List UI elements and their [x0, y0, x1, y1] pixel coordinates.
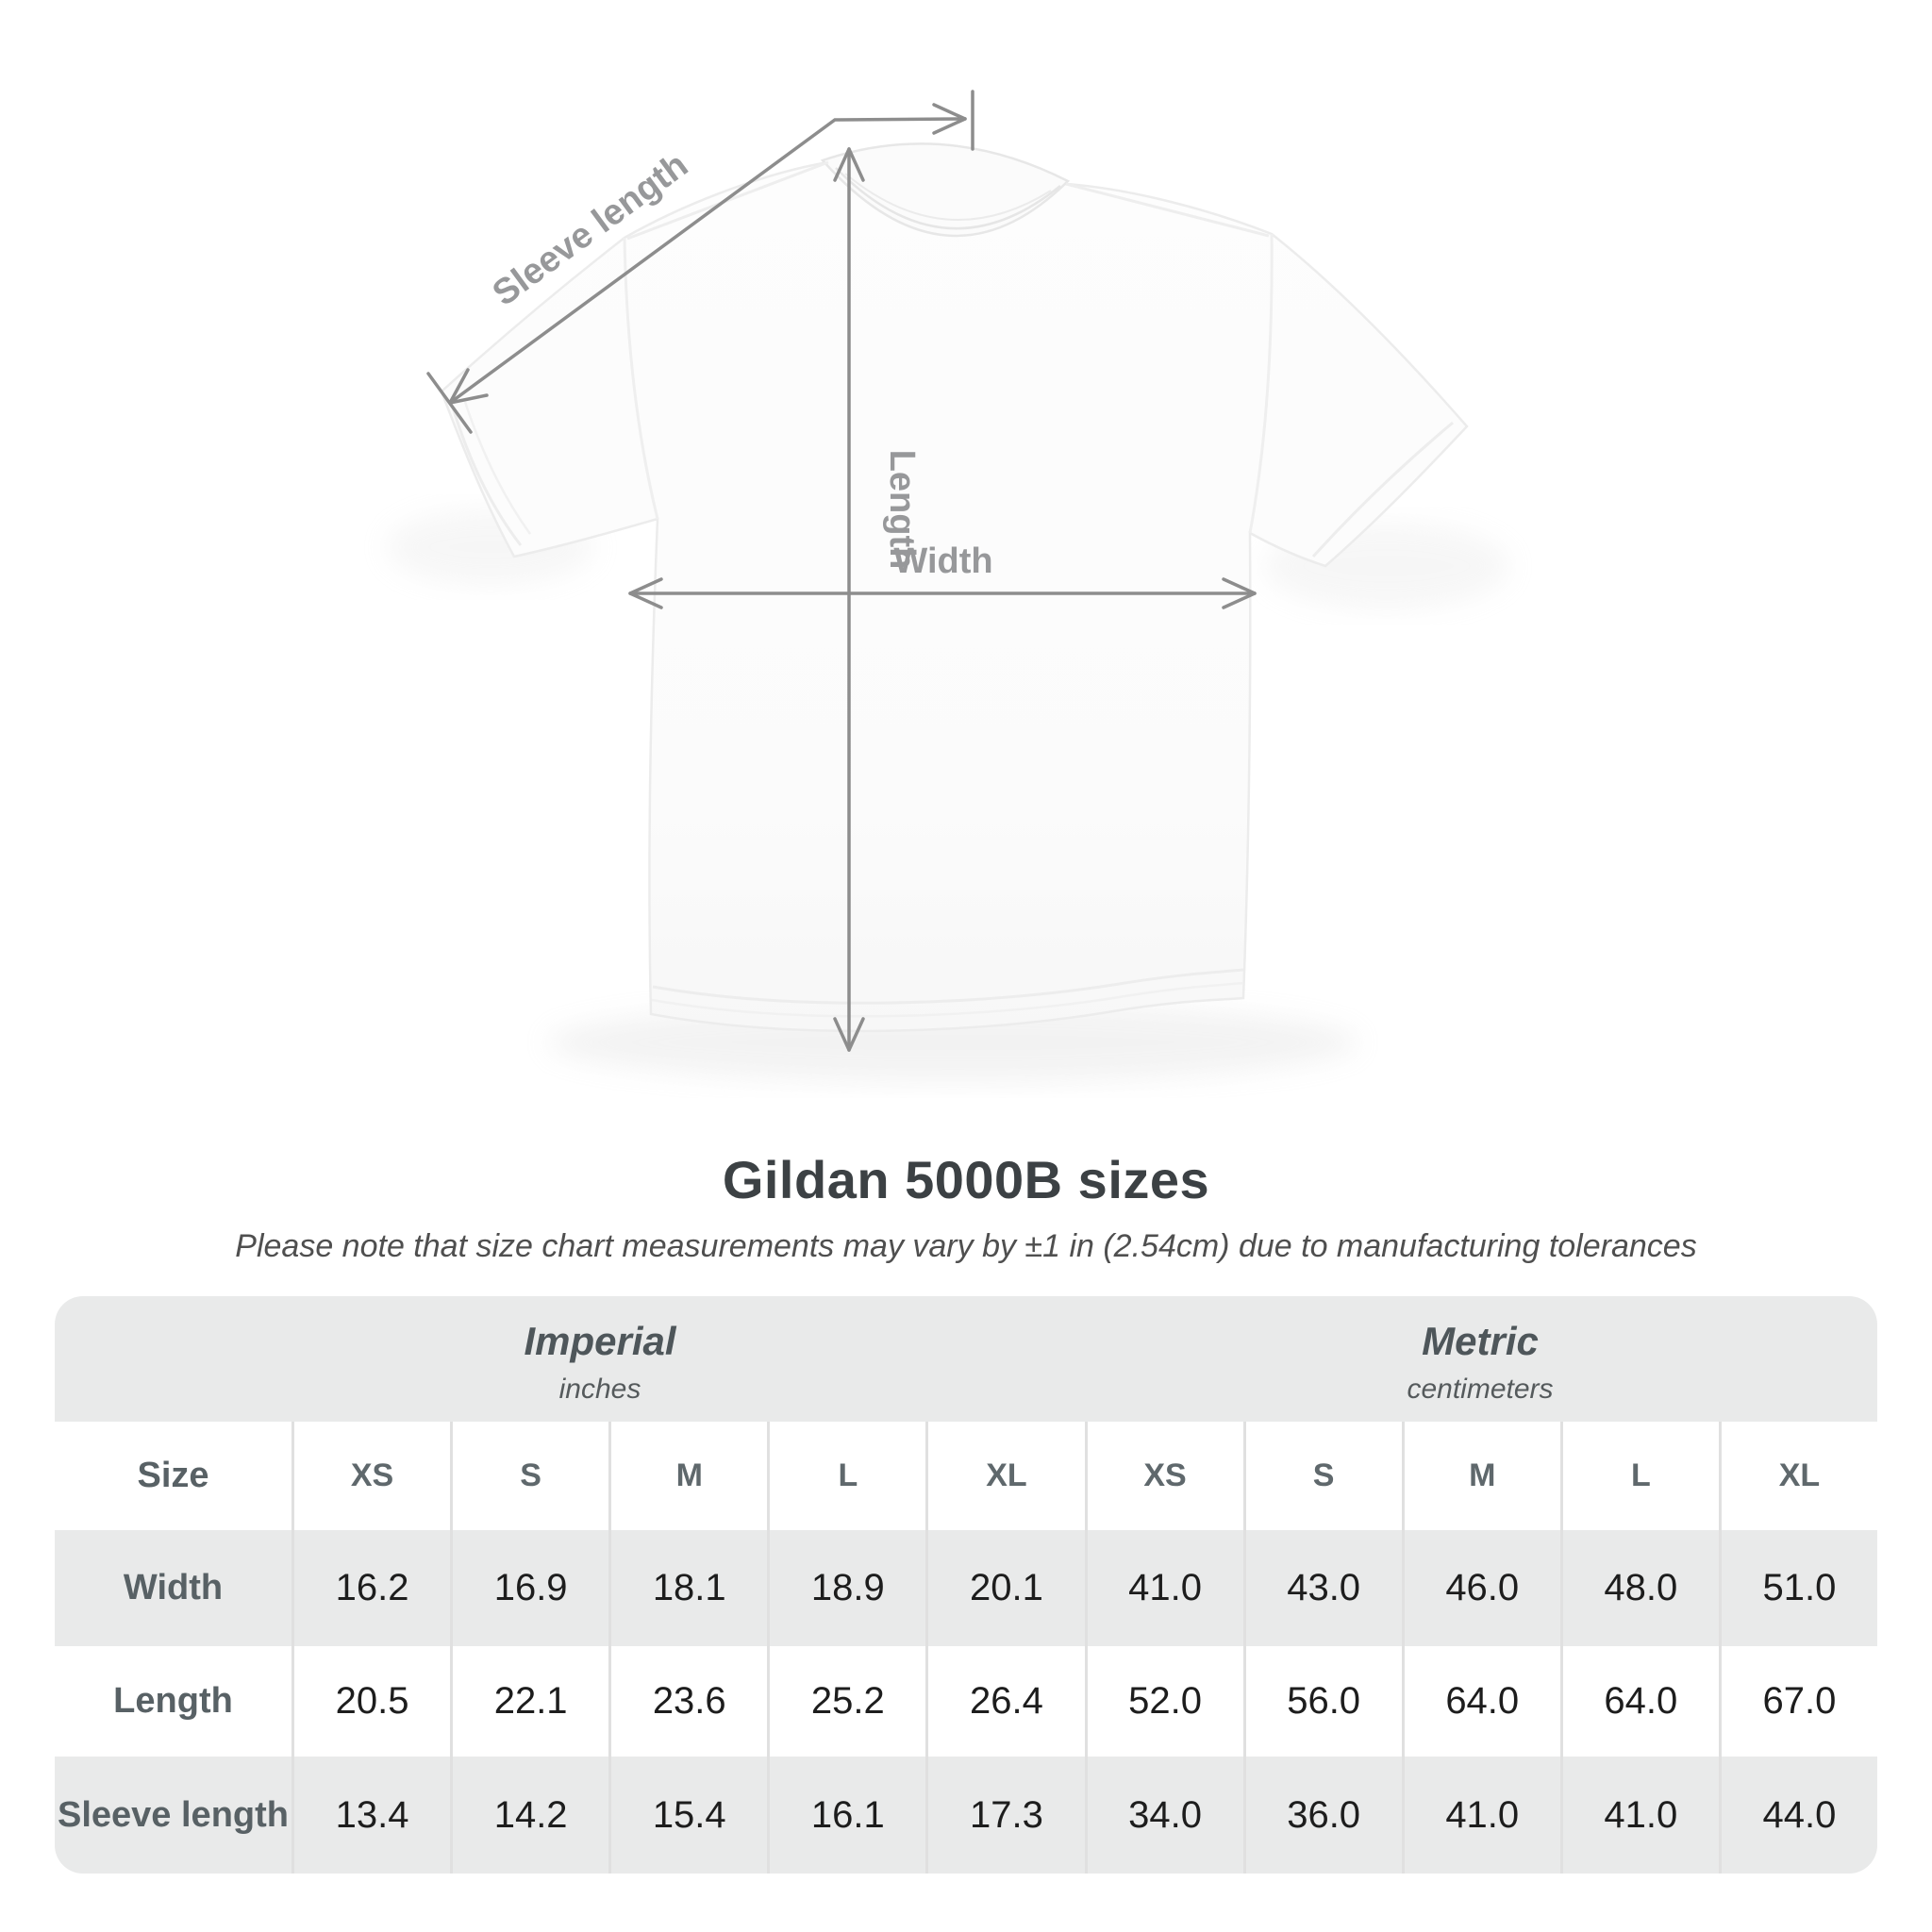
length-l-cm: 64.0: [1559, 1646, 1719, 1757]
width-xl-in: 20.1: [925, 1530, 1085, 1646]
metric-units: centimeters: [1407, 1374, 1554, 1405]
column-header-xl-metric: XL: [1718, 1422, 1877, 1530]
length-s-in: 22.1: [450, 1646, 609, 1757]
width-s-cm: 43.0: [1242, 1530, 1402, 1646]
length-l-in: 25.2: [767, 1646, 926, 1757]
sleeve-l-in: 16.1: [767, 1757, 926, 1874]
unit-group-band: Imperial inches Metric centimeters: [55, 1296, 1877, 1422]
length-s-cm: 56.0: [1242, 1646, 1402, 1757]
imperial-units: inches: [558, 1374, 641, 1405]
column-header-xs-imperial: XS: [291, 1422, 451, 1530]
length-xs-cm: 52.0: [1084, 1646, 1243, 1757]
shirt-body: [440, 142, 1469, 1033]
sleeve-s-cm: 36.0: [1242, 1757, 1402, 1874]
width-s-in: 16.9: [450, 1530, 609, 1646]
width-m-in: 18.1: [608, 1530, 768, 1646]
column-header-m-metric: M: [1401, 1422, 1560, 1530]
sleeve-l-cm: 41.0: [1559, 1757, 1719, 1874]
column-header-m-imperial: M: [608, 1422, 768, 1530]
sleeve-length-line: [426, 90, 974, 434]
width-xs-cm: 41.0: [1084, 1530, 1243, 1646]
row-label-length: Length: [55, 1646, 291, 1757]
row-label-width: Width: [55, 1530, 291, 1646]
column-header-l-imperial: L: [767, 1422, 926, 1530]
imperial-label: Imperial: [524, 1319, 676, 1363]
width-line: [628, 577, 1257, 609]
sleeve-xs-in: 13.4: [291, 1757, 451, 1874]
size-table: Imperial inches Metric centimeters Size …: [55, 1296, 1877, 1874]
tshirt-measurement-diagram: Sleeve length Length Width: [387, 90, 1509, 1082]
length-label: Length: [882, 450, 922, 570]
tolerance-note: Please note that size chart measurements…: [235, 1228, 1697, 1264]
length-xs-in: 20.5: [291, 1646, 451, 1757]
sleeve-m-in: 15.4: [608, 1757, 768, 1874]
sleeve-m-cm: 41.0: [1401, 1757, 1560, 1874]
width-label: Width: [893, 541, 992, 581]
width-l-cm: 48.0: [1559, 1530, 1719, 1646]
column-header-s-metric: S: [1242, 1422, 1402, 1530]
size-column-header: Size: [55, 1422, 291, 1530]
column-header-xs-metric: XS: [1084, 1422, 1243, 1530]
width-xs-in: 16.2: [291, 1530, 451, 1646]
column-header-l-metric: L: [1559, 1422, 1719, 1530]
length-xl-in: 26.4: [925, 1646, 1085, 1757]
length-m-cm: 64.0: [1401, 1646, 1560, 1757]
dimension-lines: [426, 90, 1257, 1052]
sleeve-xs-cm: 34.0: [1084, 1757, 1243, 1874]
metric-group-header: Metric centimeters: [1407, 1319, 1553, 1406]
length-m-in: 23.6: [608, 1646, 768, 1757]
width-l-in: 18.9: [767, 1530, 926, 1646]
length-line: [833, 147, 865, 1052]
sleeve-xl-in: 17.3: [925, 1757, 1085, 1874]
column-header-s-imperial: S: [450, 1422, 609, 1530]
metric-label: Metric: [1422, 1319, 1539, 1363]
imperial-group-header: Imperial inches: [524, 1319, 675, 1406]
length-xl-cm: 67.0: [1718, 1646, 1877, 1757]
width-m-cm: 46.0: [1401, 1530, 1560, 1646]
tshirt-image: Sleeve length Length Width: [387, 90, 1509, 1082]
column-header-xl-imperial: XL: [925, 1422, 1085, 1530]
sleeve-s-in: 14.2: [450, 1757, 609, 1874]
row-label-sleeve-length: Sleeve length: [55, 1757, 291, 1874]
sleeve-xl-cm: 44.0: [1718, 1757, 1877, 1874]
width-xl-cm: 51.0: [1718, 1530, 1877, 1646]
page-title: Gildan 5000B sizes: [722, 1150, 1210, 1209]
